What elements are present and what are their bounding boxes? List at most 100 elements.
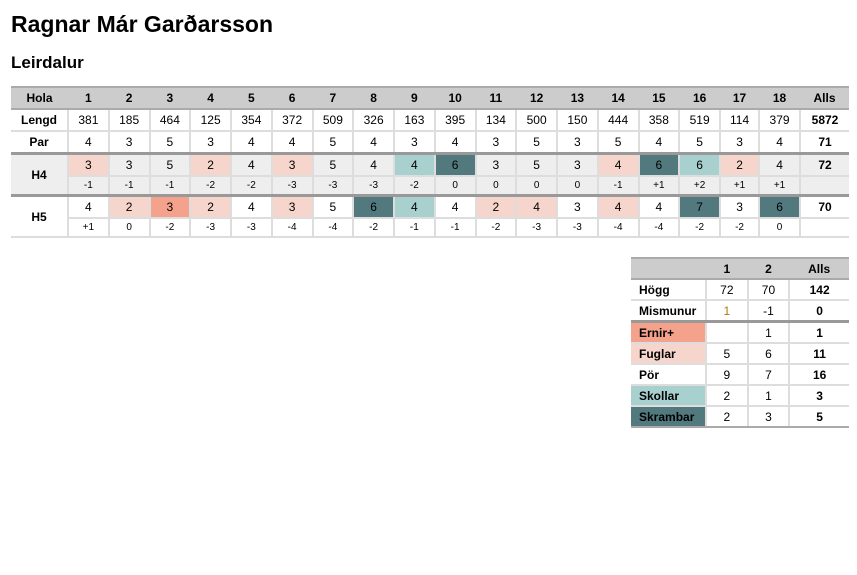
par-total: 71 — [800, 131, 849, 155]
round-H5: H5 4 2 3 2 4 3 5 6 4 4 2 4 3 4 4 7 3 6 70 +1 0 -2 -3 -3 -4 -4 -2 -1-… — [11, 194, 849, 238]
summary-header: 1 — [706, 257, 748, 280]
to-par-cell: -2 — [149, 218, 192, 238]
hole-number: 10 — [434, 86, 476, 110]
summary-label: Pör — [631, 364, 707, 386]
length-cell: 163 — [394, 109, 436, 132]
to-par-cell: -1 — [149, 176, 192, 197]
summary-total: 142 — [789, 279, 849, 301]
to-par-cell: +1 — [68, 218, 110, 238]
hole-number: 8 — [353, 86, 394, 110]
to-par-cell: +1 — [720, 176, 761, 197]
empty-cell — [800, 218, 849, 238]
summary-row: Högg 72 70 142 — [631, 279, 849, 301]
round-total: 70 — [800, 194, 849, 219]
length-cell: 185 — [108, 109, 151, 132]
round-1-value — [706, 320, 749, 344]
score-cell: 4 — [597, 152, 640, 177]
to-par-cell: -4 — [638, 218, 681, 238]
par-cell: 4 — [759, 131, 801, 155]
score-cell: 7 — [679, 194, 721, 219]
round-H4: H4 3 3 5 2 4 3 5 4 4 6 3 5 3 4 6 6 2 4 72 -1 -1 -1 -2 -2 -3 -3 -3 -2… — [11, 152, 849, 197]
score-cell: 4 — [516, 194, 558, 219]
par-cell: 4 — [231, 131, 273, 155]
to-par-cell: -1 — [68, 176, 110, 197]
to-par-cell: -2 — [720, 218, 761, 238]
score-cell: 3 — [271, 152, 314, 177]
hole-number: 4 — [190, 86, 231, 110]
length-label: Lengd — [11, 109, 69, 132]
score-cell: 5 — [312, 194, 355, 219]
length-cell: 125 — [190, 109, 232, 132]
to-par-cell: -4 — [597, 218, 640, 238]
to-par-cell: -4 — [312, 218, 355, 238]
hole-number: 5 — [231, 86, 272, 110]
length-cell: 354 — [231, 109, 273, 132]
hole-number: 1 — [68, 86, 109, 110]
to-par-cell: 0 — [759, 218, 801, 238]
summary-row: Skollar 2 1 3 — [631, 385, 849, 407]
par-cell: 5 — [516, 131, 558, 155]
par-row: Par 4 3 5 3 4 4 5 4 3 4 3 5 3 5 4 5 3 4 71 — [11, 131, 849, 155]
hole-number: 17 — [720, 86, 760, 110]
to-par-cell: -1 — [394, 218, 436, 238]
round-2-value: 70 — [747, 279, 791, 301]
hole-number: 3 — [149, 86, 191, 110]
to-par-cell: -3 — [516, 218, 558, 238]
length-cell: 509 — [312, 109, 355, 132]
score-cell: 3 — [108, 152, 151, 177]
score-cell: 4 — [597, 194, 640, 219]
hole-number: 9 — [394, 86, 435, 110]
par-cell: 3 — [190, 131, 232, 155]
length-cell: 134 — [475, 109, 518, 132]
par-cell: 3 — [475, 131, 518, 155]
summary-header — [631, 257, 706, 280]
round-1-value: 9 — [706, 364, 749, 386]
round-label: H4 — [11, 152, 69, 197]
round-1-value: 72 — [706, 279, 749, 301]
summary-table: 1 2 Alls Högg 72 70 142 Mismunur 1 -1 0 Ernir+ 1 1 Fug… — [631, 257, 849, 428]
round-1-value: 1 — [706, 300, 749, 323]
par-cell: 4 — [353, 131, 395, 155]
length-cell: 379 — [759, 109, 801, 132]
score-cell: 3 — [557, 152, 599, 177]
score-cell: 2 — [108, 194, 151, 219]
round-label: H5 — [11, 194, 69, 238]
to-par-cell: -2 — [679, 218, 721, 238]
to-par-cell: -2 — [353, 218, 395, 238]
length-cell: 395 — [434, 109, 477, 132]
score-cell: 3 — [557, 194, 599, 219]
score-cell: 4 — [638, 194, 681, 219]
to-par-cell: 0 — [516, 176, 558, 197]
par-cell: 4 — [434, 131, 477, 155]
hole-number: 11 — [475, 86, 517, 110]
round-2-value: 1 — [747, 385, 791, 407]
score-cell: 5 — [312, 152, 355, 177]
to-par-cell: -1 — [434, 218, 477, 238]
to-par-cell: -3 — [353, 176, 395, 197]
to-par-cell: -2 — [231, 176, 273, 197]
round-1-value: 2 — [706, 385, 749, 407]
score-cell: 2 — [190, 194, 232, 219]
to-par-cell: -3 — [312, 176, 355, 197]
summary-label: Mismunur — [631, 300, 707, 323]
par-cell: 3 — [394, 131, 436, 155]
score-cell: 3 — [149, 194, 192, 219]
score-cell: 4 — [68, 194, 110, 219]
to-par-cell: -1 — [108, 176, 151, 197]
to-par-cell: -3 — [557, 218, 599, 238]
score-cell: 3 — [68, 152, 110, 177]
empty-cell — [800, 176, 849, 197]
hole-number: 14 — [597, 86, 639, 110]
to-par-cell: +1 — [638, 176, 681, 197]
par-cell: 3 — [720, 131, 761, 155]
hole-number: 18 — [759, 86, 800, 110]
summary-total: 1 — [789, 320, 849, 344]
hole-number: 15 — [638, 86, 680, 110]
length-cell: 358 — [638, 109, 681, 132]
header-hola: Hola — [11, 86, 68, 110]
summary-total: 3 — [789, 385, 849, 407]
score-cell: 6 — [679, 152, 721, 177]
length-cell: 464 — [149, 109, 192, 132]
par-cell: 4 — [271, 131, 314, 155]
summary-label: Skrambar — [631, 406, 707, 428]
